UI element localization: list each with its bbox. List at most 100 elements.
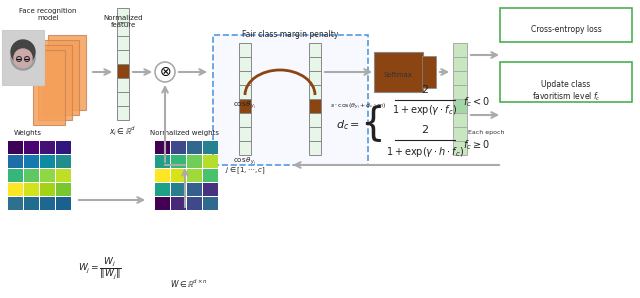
Bar (171, 197, 186, 210)
Bar (171, 141, 186, 154)
Bar (117, 36, 129, 50)
Circle shape (13, 48, 33, 68)
Text: Cross-entropy loss: Cross-entropy loss (531, 25, 602, 34)
Bar (309, 141, 321, 155)
Bar (203, 155, 218, 168)
Bar (309, 43, 321, 57)
Text: $f_c < 0$: $f_c < 0$ (463, 95, 490, 109)
Bar (40, 169, 55, 182)
Text: $f_c \geq 0$: $f_c \geq 0$ (463, 138, 490, 152)
Bar (453, 99, 467, 113)
FancyBboxPatch shape (48, 35, 86, 110)
Bar (239, 85, 251, 99)
FancyBboxPatch shape (500, 62, 632, 102)
Bar (171, 155, 186, 168)
Bar (309, 85, 321, 99)
Bar (155, 141, 170, 154)
Bar (8, 169, 23, 182)
Bar (187, 197, 202, 210)
Text: $\cos\theta_{y_i}$: $\cos\theta_{y_i}$ (234, 100, 257, 111)
Bar (239, 57, 251, 71)
Bar (239, 141, 251, 155)
Text: Update class
favoritism level $f_c$: Update class favoritism level $f_c$ (532, 80, 600, 103)
Bar (453, 71, 467, 85)
Bar (40, 155, 55, 168)
Bar (309, 99, 321, 113)
Bar (453, 43, 467, 57)
FancyBboxPatch shape (38, 45, 72, 120)
Bar (24, 141, 39, 154)
Bar (56, 169, 71, 182)
Bar (56, 141, 71, 154)
Bar (117, 106, 129, 120)
Bar (309, 113, 321, 127)
Bar (2, 30, 44, 85)
Circle shape (11, 46, 35, 70)
Bar (117, 64, 129, 78)
Text: Normalized weights: Normalized weights (150, 130, 220, 136)
Bar (171, 183, 186, 196)
Bar (309, 71, 321, 85)
Bar (155, 197, 170, 210)
Bar (117, 78, 129, 92)
Text: $j \in [1, \cdots, c]$: $j \in [1, \cdots, c]$ (225, 165, 266, 176)
Bar (117, 92, 129, 106)
Text: $\otimes$: $\otimes$ (159, 65, 171, 79)
Bar (56, 155, 71, 168)
Text: $1 + \exp(\gamma \cdot h \cdot f_c)$: $1 + \exp(\gamma \cdot h \cdot f_c)$ (386, 145, 464, 159)
Bar (40, 197, 55, 210)
Text: $s \cdot \cos(\theta_{y_i} + d_c \cdot m)$: $s \cdot \cos(\theta_{y_i} + d_c \cdot m… (330, 102, 387, 112)
Text: {: { (360, 104, 385, 142)
Bar (155, 183, 170, 196)
Bar (203, 141, 218, 154)
Bar (453, 127, 467, 141)
Bar (187, 169, 202, 182)
Bar (155, 169, 170, 182)
Text: $\cos\theta_{y_j}$: $\cos\theta_{y_j}$ (234, 155, 257, 167)
Bar (8, 141, 23, 154)
Bar (187, 141, 202, 154)
Bar (117, 22, 129, 36)
FancyBboxPatch shape (374, 52, 423, 92)
Bar (8, 197, 23, 210)
Text: $d_c =$: $d_c =$ (336, 118, 360, 132)
Circle shape (14, 49, 32, 67)
Bar (8, 183, 23, 196)
Bar (239, 43, 251, 57)
Text: $W_j = \dfrac{W_j}{\|W_j\|}$: $W_j = \dfrac{W_j}{\|W_j\|}$ (78, 255, 122, 281)
Bar (239, 113, 251, 127)
Text: Each epoch: Each epoch (468, 130, 504, 135)
Bar (203, 197, 218, 210)
Bar (56, 183, 71, 196)
Bar (24, 155, 39, 168)
Text: $W \in \mathbb{R}^{d \times n}$: $W \in \mathbb{R}^{d \times n}$ (170, 278, 208, 290)
Bar (239, 71, 251, 85)
Bar (453, 57, 467, 71)
Text: 2: 2 (421, 85, 429, 95)
Bar (453, 113, 467, 127)
Bar (239, 127, 251, 141)
Circle shape (155, 62, 175, 82)
Bar (24, 183, 39, 196)
Bar (8, 155, 23, 168)
Bar (239, 99, 251, 113)
Text: 2: 2 (421, 125, 429, 135)
Bar (309, 57, 321, 71)
Bar (56, 197, 71, 210)
Bar (203, 169, 218, 182)
Bar (24, 169, 39, 182)
Bar (40, 183, 55, 196)
Text: Fair class margin penalty: Fair class margin penalty (242, 30, 338, 39)
Text: Normalized
feature: Normalized feature (103, 15, 143, 28)
Bar (453, 141, 467, 155)
Bar (187, 155, 202, 168)
FancyBboxPatch shape (500, 8, 632, 42)
Text: Weights: Weights (14, 130, 42, 136)
Bar (171, 169, 186, 182)
FancyBboxPatch shape (213, 35, 368, 165)
Bar (309, 127, 321, 141)
FancyBboxPatch shape (43, 40, 79, 115)
Text: Face recognition
model: Face recognition model (19, 8, 77, 21)
Text: $x_i \in \mathbb{R}^d$: $x_i \in \mathbb{R}^d$ (109, 124, 137, 138)
Bar (203, 183, 218, 196)
